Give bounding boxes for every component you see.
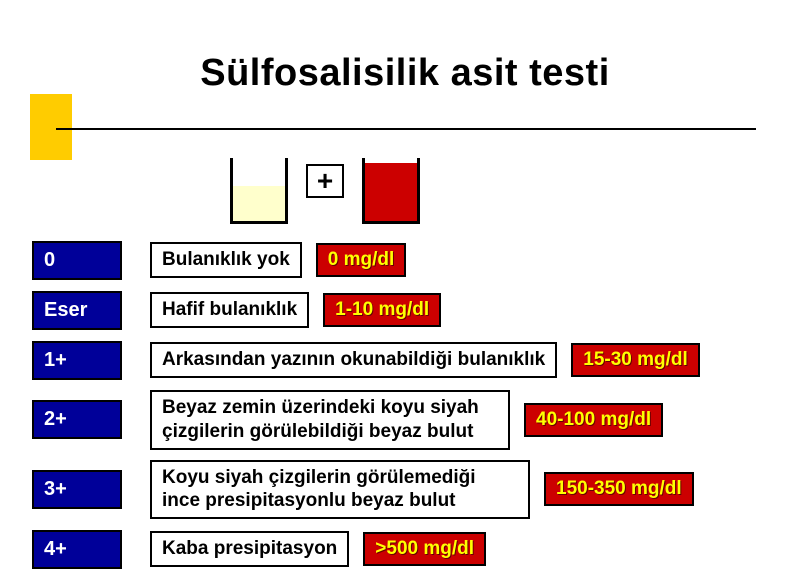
side-accent-block xyxy=(30,94,72,160)
grade-row: 0 Bulanıklık yok 0 mg/dl xyxy=(32,240,792,280)
grade-description: Arkasından yazının okunabildiği bulanıkl… xyxy=(150,342,557,378)
plus-icon: + xyxy=(306,164,344,198)
grade-desc-area: Hafif bulanıklık 1-10 mg/dl xyxy=(150,292,792,328)
beaker-right-fill xyxy=(365,163,417,221)
grade-value: 150-350 mg/dl xyxy=(544,472,694,506)
grade-label: 3+ xyxy=(32,470,122,509)
grade-row: 1+ Arkasından yazının okunabildiği bulanı… xyxy=(32,340,792,380)
grade-label: 2+ xyxy=(32,400,122,439)
grade-value: 15-30 mg/dl xyxy=(571,343,700,377)
grade-description: Bulanıklık yok xyxy=(150,242,302,278)
grade-value: >500 mg/dl xyxy=(363,532,486,566)
grade-description: Beyaz zemin üzerindeki koyu siyah çizgil… xyxy=(150,390,510,450)
beaker-left xyxy=(230,158,288,224)
grade-label: 0 xyxy=(32,241,122,280)
grade-desc-area: Arkasından yazının okunabildiği bulanıkl… xyxy=(150,342,792,378)
grade-desc-area: Beyaz zemin üzerindeki koyu siyah çizgil… xyxy=(150,390,792,450)
grade-label: Eser xyxy=(32,291,122,330)
grade-row: 4+ Kaba presipitasyon >500 mg/dl xyxy=(32,529,792,569)
page-title: Sülfosalisilik asit testi xyxy=(0,52,810,95)
grade-desc-area: Kaba presipitasyon >500 mg/dl xyxy=(150,531,792,567)
grade-row: 3+ Koyu siyah çizgilerin görülemediği inc… xyxy=(32,460,792,520)
grade-value: 40-100 mg/dl xyxy=(524,403,663,437)
grade-desc-area: Koyu siyah çizgilerin görülemediği ince … xyxy=(150,460,792,520)
grade-row: 2+ Beyaz zemin üzerindeki koyu siyah çizg… xyxy=(32,390,792,450)
grade-description: Koyu siyah çizgilerin görülemediği ince … xyxy=(150,460,530,520)
beaker-left-fill xyxy=(233,186,285,221)
beaker-illustration: + xyxy=(230,148,490,224)
grade-description: Kaba presipitasyon xyxy=(150,531,349,567)
beaker-right xyxy=(362,158,420,224)
grade-row: Eser Hafif bulanıklık 1-10 mg/dl xyxy=(32,290,792,330)
grade-value: 1-10 mg/dl xyxy=(323,293,441,327)
title-underline xyxy=(56,128,756,130)
grade-label: 4+ xyxy=(32,530,122,569)
grade-desc-area: Bulanıklık yok 0 mg/dl xyxy=(150,242,792,278)
grade-description: Hafif bulanıklık xyxy=(150,292,309,328)
grade-label: 1+ xyxy=(32,341,122,380)
grade-table: 0 Bulanıklık yok 0 mg/dl Eser Hafif bulanıkl… xyxy=(32,240,792,569)
grade-value: 0 mg/dl xyxy=(316,243,407,277)
